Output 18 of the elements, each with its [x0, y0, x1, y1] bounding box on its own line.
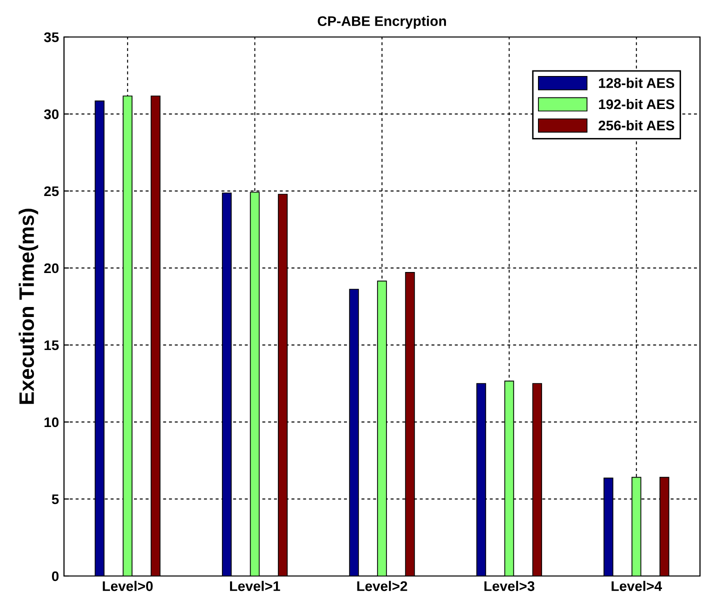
chart-title: CP-ABE Encryption — [318, 16, 446, 29]
y-tick-label: 5 — [52, 494, 59, 504]
x-tick-label: Level>3 — [484, 580, 534, 592]
x-tick-label: Level>1 — [230, 580, 280, 592]
legend-label: 256-bit AES — [598, 120, 674, 130]
y-tick-label: 15 — [44, 340, 59, 350]
x-tick-label: Level>0 — [102, 580, 153, 592]
x-tick-label: Level>2 — [357, 580, 408, 592]
y-tick-label: 10 — [44, 417, 59, 428]
x-tick-label: Level>4 — [612, 580, 662, 592]
legend-label: 128-bit AES — [598, 78, 674, 88]
y-tick-label: 35 — [44, 32, 59, 42]
y-axis-title: Execution Time(ms) — [18, 208, 38, 404]
y-tick-label: 20 — [44, 263, 59, 274]
y-tick-label: 30 — [44, 109, 59, 120]
y-tick-label: 25 — [44, 186, 59, 196]
legend-label: 192-bit AES — [598, 98, 674, 110]
y-tick-label: 0 — [52, 571, 59, 582]
